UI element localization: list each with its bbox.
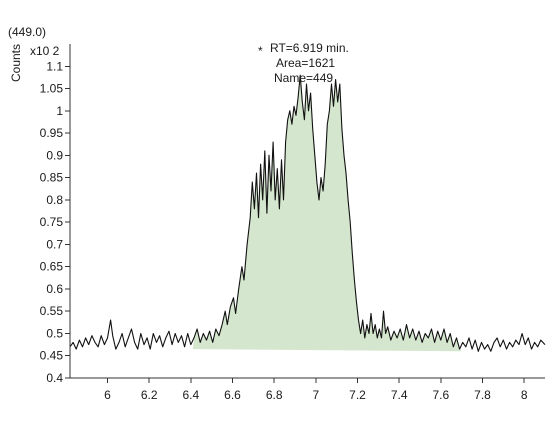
y-tick-label: 0.95 [40, 126, 64, 140]
annotation-marker: * [258, 44, 263, 58]
annotation-rt: RT=6.919 min. [270, 41, 349, 55]
y-tick-label: 0.4 [46, 371, 63, 385]
y-tick-label: 0.7 [46, 237, 63, 251]
y-tick-label: 0.65 [40, 260, 64, 274]
y-multiplier-label: x10 2 [30, 44, 60, 58]
y-tick-label: 0.85 [40, 171, 64, 185]
y-tick-label: 0.6 [46, 282, 63, 296]
y-tick-label: 1.1 [46, 59, 63, 73]
y-tick-label: 0.55 [40, 304, 64, 318]
y-tick-label: 1 [56, 104, 63, 118]
y-tick-label: 0.8 [46, 193, 63, 207]
x-tick-label: 7.2 [349, 388, 366, 402]
annotation-name: Name=449 [274, 71, 333, 85]
y-tick-label: 0.45 [40, 349, 64, 363]
x-tick-label: 6.6 [224, 388, 241, 402]
y-axis-label: Counts [9, 44, 23, 82]
x-tick-label: 7.6 [432, 388, 449, 402]
x-tick-label: 6 [104, 388, 111, 402]
x-tick-label: 6.8 [266, 388, 283, 402]
y-ticks: 0.4 0.45 0.5 0.55 0.6 0.65 0.7 0.75 0.8 0.85 0.9 0.… [40, 59, 70, 385]
x-tick-label: 8 [521, 388, 528, 402]
y-tick-label: 0.5 [46, 326, 63, 340]
annotation-area: Area=1621 [276, 56, 335, 70]
y-tick-label: 0.75 [40, 215, 64, 229]
signal-line [69, 74, 546, 352]
peak-annotation: * RT=6.919 min. Area=1621 Name=449 [258, 41, 349, 85]
y-tick-label: 0.9 [46, 148, 63, 162]
x-tick-label: 7.4 [391, 388, 408, 402]
x-tick-label: 7.8 [474, 388, 491, 402]
y-tick-label: 1.05 [40, 82, 64, 96]
x-tick-label: 6.2 [141, 388, 158, 402]
x-ticks: 6 6.2 6.4 6.6 6.8 7 7.2 7.4 7.6 7.8 8 [104, 378, 528, 402]
x-tick-label: 7 [312, 388, 319, 402]
series-label: (449.0) [8, 25, 46, 39]
x-tick-label: 6.4 [182, 388, 199, 402]
integrated-area [192, 75, 462, 352]
